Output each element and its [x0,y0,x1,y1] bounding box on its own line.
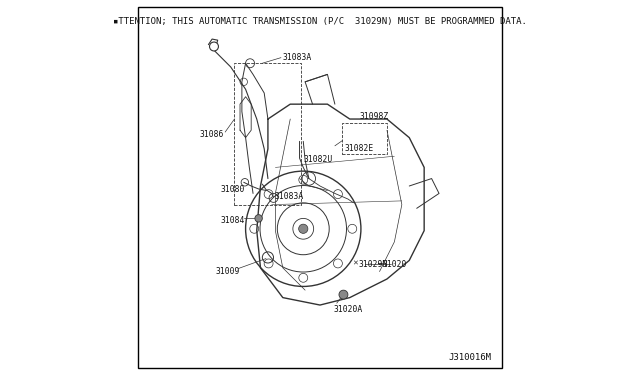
Text: 31082U: 31082U [303,155,333,164]
Circle shape [339,290,348,299]
Text: ✕: ✕ [353,260,358,266]
Text: 31029N: 31029N [358,260,388,269]
Circle shape [299,224,308,233]
Text: 31098Z: 31098Z [359,112,388,121]
Circle shape [209,42,218,51]
Text: J310016M: J310016M [449,353,492,362]
Bar [234,63,301,205]
Text: 31082E: 31082E [344,144,373,153]
Text: 31009: 31009 [215,267,239,276]
Text: 31084: 31084 [220,216,244,225]
Text: 31086: 31086 [199,130,223,139]
Text: 31020: 31020 [383,260,407,269]
Bar [342,123,387,154]
Text: 31020A: 31020A [333,305,362,314]
Circle shape [255,215,262,222]
Text: 31080: 31080 [220,185,244,194]
Text: 31083A: 31083A [275,192,304,201]
Text: —: — [378,260,383,269]
Text: ▪TTENTION; THIS AUTOMATIC TRANSMISSION (P/C  31029N) MUST BE PROGRAMMED DATA.: ▪TTENTION; THIS AUTOMATIC TRANSMISSION (… [113,17,527,26]
Text: 31083A: 31083A [283,53,312,62]
